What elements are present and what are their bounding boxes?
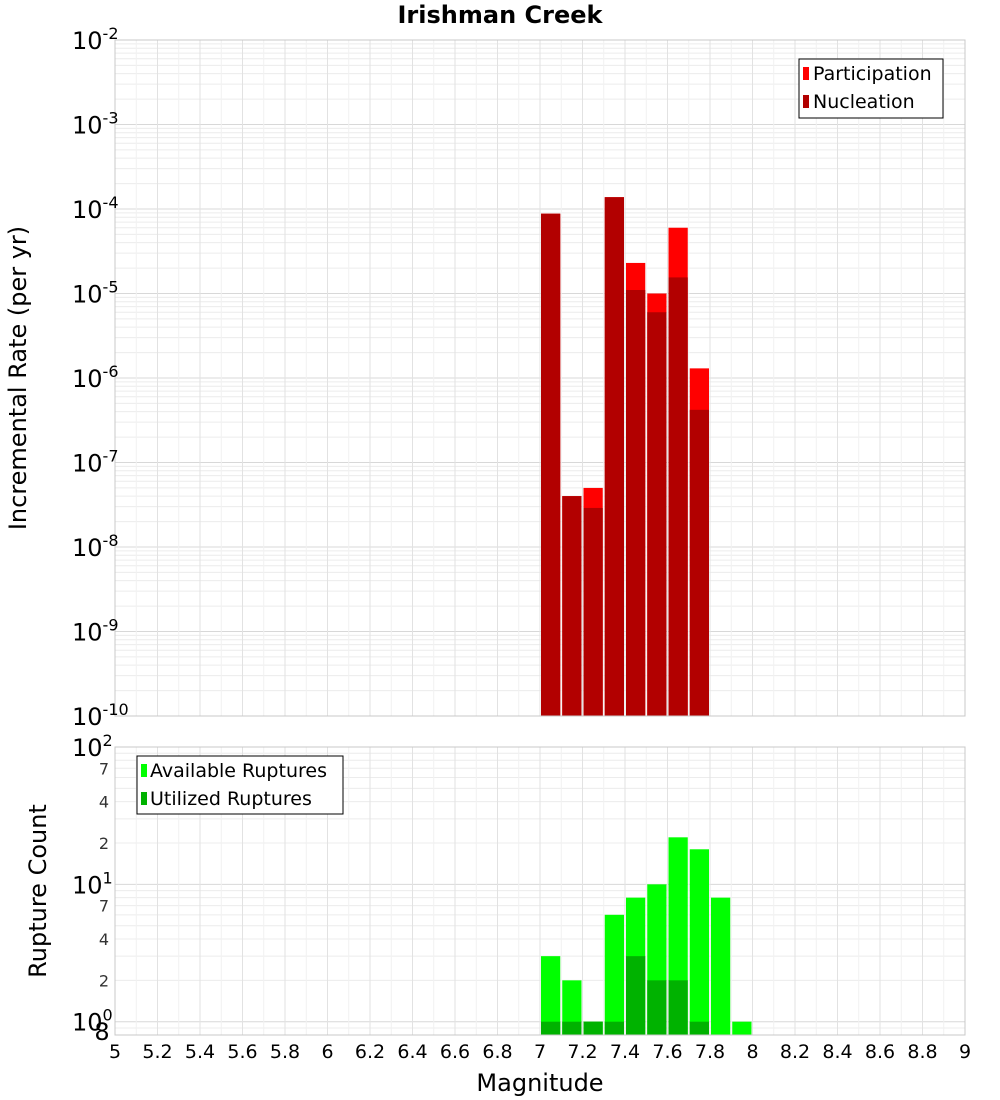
- nucleation-bar: [541, 213, 561, 716]
- bottom-y-tick-label: 101: [72, 868, 113, 899]
- available-ruptures-bar: [562, 980, 582, 1035]
- bottom-y-minor-tick-label: 4: [99, 793, 109, 812]
- nucleation-bar: [583, 507, 603, 716]
- available-ruptures-bar: [732, 1021, 752, 1035]
- top-y-tick-label: 10-8: [72, 531, 119, 562]
- legend-label-available: Available Ruptures: [150, 760, 327, 782]
- x-tick-label: 7.8: [695, 1041, 725, 1063]
- utilized-ruptures-bar: [604, 1021, 624, 1035]
- bottom-y-minor-tick-label: 2: [99, 834, 109, 853]
- x-tick-label: 8: [746, 1041, 758, 1063]
- x-tick-label: 5.6: [227, 1041, 257, 1063]
- top-y-tick-label: 10-7: [72, 447, 119, 478]
- available-ruptures-bar: [541, 956, 561, 1035]
- bottom-y-minor-tick-label: 2: [99, 971, 109, 990]
- x-tick-label: 5.4: [185, 1041, 215, 1063]
- legend-swatch-nucleation: [803, 95, 809, 108]
- nucleation-bar: [689, 409, 709, 716]
- utilized-ruptures-bar: [668, 980, 688, 1035]
- bottom-y-minor-tick-label: 4: [99, 930, 109, 949]
- utilized-ruptures-bar: [541, 1021, 561, 1035]
- legend-label-nucleation: Nucleation: [813, 91, 915, 113]
- x-tick-label: 5.2: [142, 1041, 172, 1063]
- x-tick-label: 8.4: [822, 1041, 852, 1063]
- bottom-y-tick-label: 100: [72, 1006, 113, 1037]
- x-tick-label: 6.6: [440, 1041, 470, 1063]
- x-tick-label: 6: [321, 1041, 333, 1063]
- utilized-ruptures-bar: [583, 1021, 603, 1035]
- x-tick-label: 6.8: [482, 1041, 512, 1063]
- nucleation-bar: [668, 277, 688, 716]
- top-legend-box: [798, 58, 944, 119]
- x-tick-label: 9: [959, 1041, 971, 1063]
- top-y-tick-label: 10-6: [72, 362, 119, 393]
- x-tick-label: 8.6: [865, 1041, 895, 1063]
- legend-swatch-available: [141, 764, 147, 777]
- x-tick-label: 7: [534, 1041, 546, 1063]
- bottom-y-minor-tick-label: 7: [99, 897, 109, 916]
- bottom-legend-box: [136, 755, 344, 815]
- x-tick-label: 7.4: [610, 1041, 640, 1063]
- bottom-y-axis-label: Rupture Count: [24, 804, 52, 978]
- available-ruptures-bar: [711, 897, 731, 1035]
- x-tick-label: 6.4: [397, 1041, 427, 1063]
- x-tick-label: 5: [109, 1041, 121, 1063]
- x-tick-label: 5.8: [270, 1041, 300, 1063]
- x-axis-label: Magnitude: [476, 1069, 603, 1097]
- bottom-plot-border: [114, 746, 966, 1036]
- available-ruptures-bar: [689, 849, 709, 1035]
- x-tick-label: 8.8: [907, 1041, 937, 1063]
- chart-title: Irishman Creek: [398, 1, 604, 29]
- x-tick-label: 7.6: [652, 1041, 682, 1063]
- top-y-tick-label: 10-5: [72, 278, 119, 309]
- available-ruptures-bar: [604, 914, 624, 1035]
- utilized-ruptures-bar: [626, 956, 646, 1035]
- legend-swatch-participation: [803, 67, 809, 80]
- top-y-tick-label: 10-9: [72, 616, 119, 647]
- top-y-tick-label: 10-10: [72, 700, 129, 731]
- x-tick-label: 6.2: [355, 1041, 385, 1063]
- top-y-axis-label: Incremental Rate (per yr): [4, 226, 32, 530]
- utilized-ruptures-bar: [647, 980, 667, 1035]
- utilized-ruptures-bar: [562, 1021, 582, 1035]
- nucleation-bar: [647, 312, 667, 716]
- top-plot-border: [114, 39, 966, 717]
- x-tick-label: 8.2: [780, 1041, 810, 1063]
- legend-label-participation: Participation: [813, 63, 932, 85]
- utilized-ruptures-bar: [689, 1021, 709, 1035]
- bottom-y-tick-label: 102: [72, 731, 113, 762]
- nucleation-bar: [562, 496, 582, 716]
- top-y-tick-label: 10-2: [72, 24, 119, 55]
- nucleation-bar: [626, 290, 646, 716]
- bottom-y-minor-tick-label: 7: [99, 759, 109, 778]
- x-tick-label: 7.2: [567, 1041, 597, 1063]
- top-y-tick-label: 10-4: [72, 193, 119, 224]
- nucleation-bar: [604, 197, 624, 716]
- top-y-tick-label: 10-3: [72, 109, 119, 140]
- legend-swatch-utilized: [141, 792, 147, 805]
- bottom-y-minor-tick-label: 8: [94, 1018, 109, 1046]
- legend-label-utilized: Utilized Ruptures: [150, 788, 312, 810]
